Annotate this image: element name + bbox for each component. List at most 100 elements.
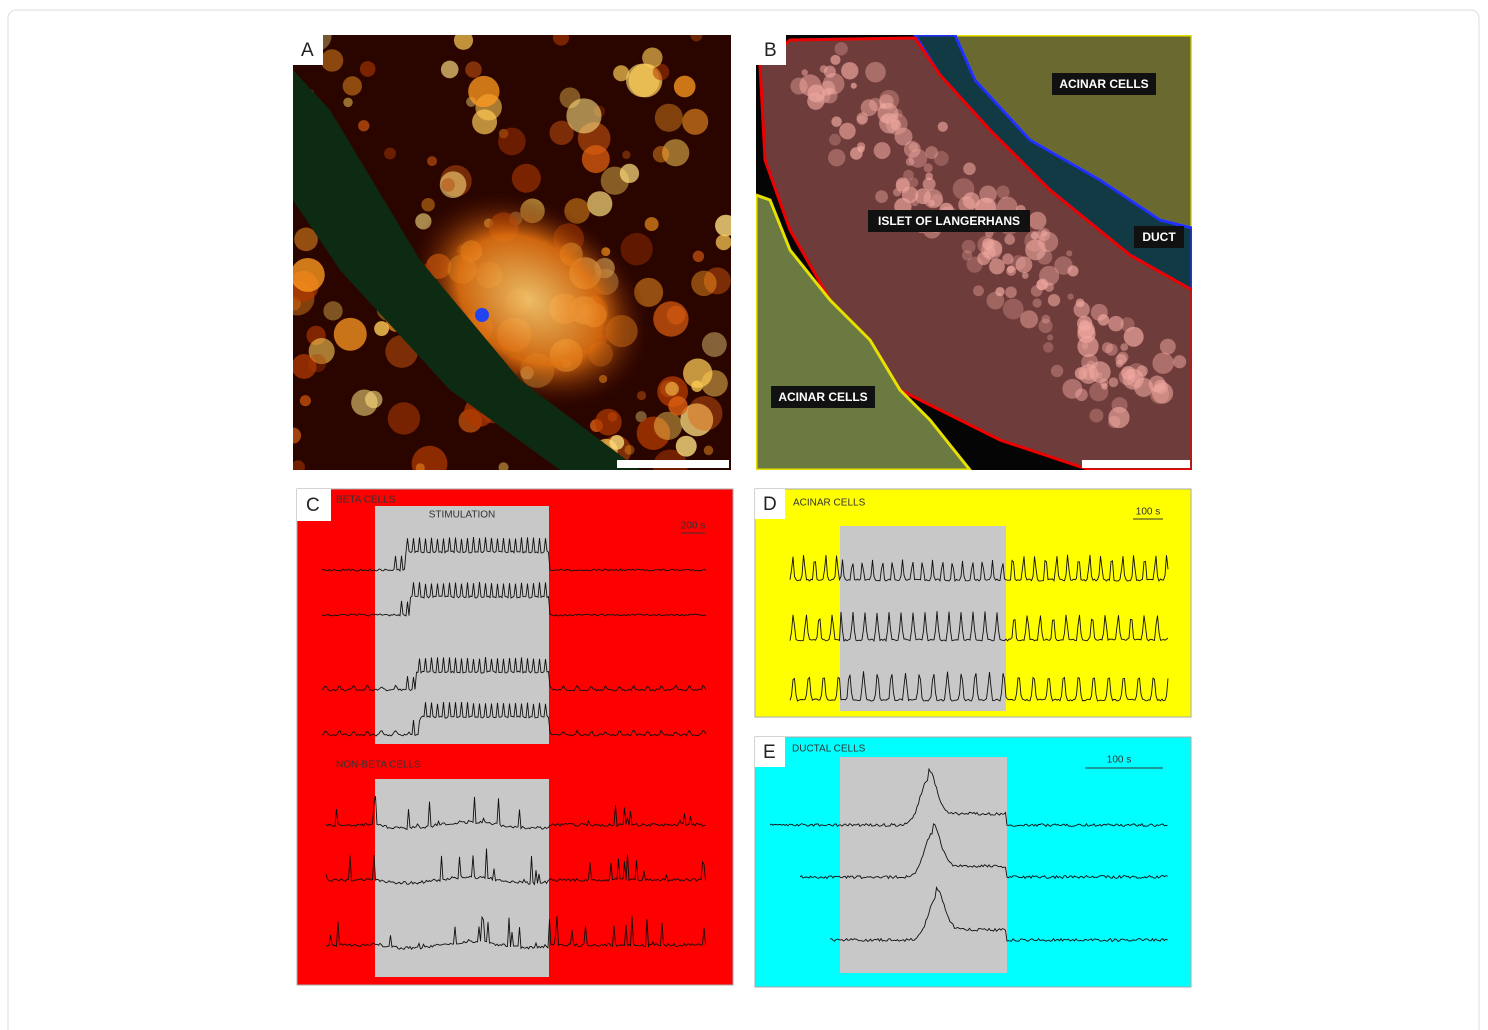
- cell-blob: [1109, 377, 1119, 387]
- cell-blob: [1004, 234, 1015, 245]
- cell-blob: [1121, 366, 1135, 380]
- region-label: ISLET OF LANGERHANS: [878, 214, 1020, 228]
- cell-blob: [693, 251, 704, 262]
- cell-blob: [1067, 293, 1073, 299]
- cell-blob: [828, 149, 845, 166]
- cell-blob: [702, 332, 727, 357]
- cell-blob: [995, 287, 1004, 296]
- cell-blob: [1108, 316, 1123, 331]
- cell-blob: [625, 445, 635, 455]
- group-title: NON-BETA CELLS: [336, 760, 421, 771]
- cell-blob: [621, 233, 653, 265]
- cell-blob: [1089, 409, 1103, 423]
- cell-blob: [829, 134, 841, 146]
- cell-blob: [334, 318, 367, 351]
- panel-label: A: [301, 40, 314, 61]
- cell-blob: [1038, 319, 1052, 333]
- cell-blob: [1106, 344, 1118, 356]
- cell-blob: [989, 259, 1005, 275]
- cell-blob: [982, 238, 993, 249]
- scale-label: 100 s: [1107, 755, 1131, 766]
- cell-blob: [1089, 382, 1108, 401]
- cell-blob: [997, 186, 1010, 199]
- cell-blob: [1066, 250, 1072, 256]
- group-title: BETA CELLS: [336, 495, 396, 506]
- stimulation-label: STIMULATION: [429, 510, 495, 521]
- cell-blob: [1077, 336, 1098, 357]
- cell-blob: [472, 109, 497, 134]
- cell-blob: [1043, 342, 1053, 352]
- cell-blob: [839, 123, 856, 140]
- cell-blob: [925, 173, 933, 181]
- marker: [475, 308, 489, 322]
- cell-blob: [1028, 212, 1046, 230]
- cell-blob: [895, 128, 913, 146]
- cell-blob: [655, 104, 683, 132]
- cell-blob: [893, 188, 901, 196]
- cell-blob: [676, 436, 697, 457]
- cell-blob: [925, 146, 938, 159]
- cell-blob: [830, 55, 840, 65]
- region-label: ACINAR CELLS: [1059, 77, 1148, 91]
- cell-blob: [973, 285, 984, 296]
- cell-blob: [851, 83, 857, 89]
- cell-blob: [831, 116, 841, 126]
- cell-blob: [857, 142, 865, 150]
- cell-blob: [441, 61, 459, 79]
- cell-blob: [915, 188, 931, 204]
- cell-blob: [674, 76, 696, 98]
- cell-blob: [977, 252, 990, 265]
- cell-blob: [1108, 407, 1129, 428]
- cell-blob: [924, 163, 933, 172]
- cell-blob: [668, 396, 687, 415]
- cell-blob: [1031, 232, 1039, 240]
- cell-blob: [308, 354, 326, 372]
- cell-blob: [688, 396, 723, 431]
- cell-blob: [1160, 339, 1176, 355]
- cell-blob: [566, 98, 601, 133]
- cell-blob: [790, 78, 807, 95]
- cell-blob: [1051, 365, 1063, 377]
- figure-page: A B ACINAR CELLS ISLET OF LANGERHANS DUC…: [0, 0, 1488, 1030]
- scale-bar: [617, 460, 729, 468]
- cell-blob: [388, 402, 420, 434]
- group-title: DUCTAL CELLS: [792, 744, 866, 755]
- cell-blob: [637, 391, 646, 400]
- cell-blob: [716, 234, 732, 250]
- cell-blob: [1152, 352, 1173, 373]
- panel-label: C: [306, 495, 320, 516]
- cell-blob: [613, 65, 629, 81]
- cell-blob: [610, 435, 625, 450]
- cell-blob: [963, 162, 976, 175]
- panel-a: [280, 20, 737, 484]
- cell-blob: [1120, 343, 1128, 351]
- cell-blob: [875, 190, 888, 203]
- cell-blob: [1067, 265, 1078, 276]
- cell-blob: [1006, 266, 1016, 276]
- cell-blob: [582, 145, 610, 173]
- cell-blob: [321, 49, 343, 71]
- cell-blob: [468, 76, 499, 107]
- cell-blob: [1032, 298, 1041, 307]
- cell-blob: [865, 62, 886, 83]
- cell-blob: [909, 149, 928, 168]
- cell-blob: [691, 271, 716, 296]
- cell-blob: [1041, 230, 1048, 237]
- cell-blob: [642, 48, 662, 68]
- cell-blob: [1003, 299, 1024, 320]
- cell-blob: [653, 301, 688, 336]
- scale-label: 100 s: [1136, 507, 1160, 518]
- cell-blob: [1173, 355, 1186, 368]
- cell-blob: [498, 128, 526, 156]
- cell-blob: [1005, 286, 1017, 298]
- cell-blob: [874, 142, 891, 159]
- page-frame: [8, 10, 1479, 1030]
- cell-blob: [365, 391, 382, 408]
- cell-blob: [879, 90, 899, 110]
- cell-blob: [938, 122, 948, 132]
- cell-blob: [620, 164, 639, 183]
- cell-blob: [801, 69, 807, 75]
- cell-blob: [595, 409, 622, 436]
- cell-blob: [323, 301, 342, 320]
- cell-blob: [1115, 354, 1126, 365]
